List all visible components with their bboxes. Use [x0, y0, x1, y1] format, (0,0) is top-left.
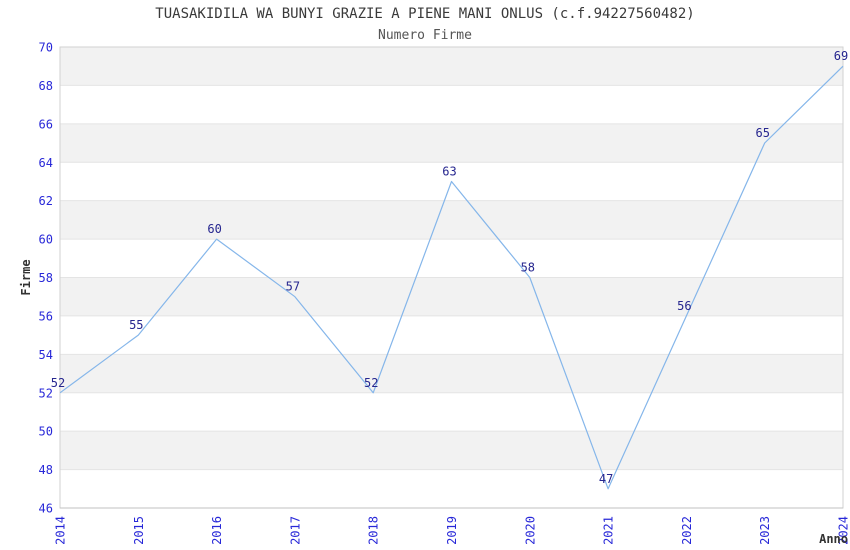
x-tick-label: 2017 [288, 516, 302, 545]
data-point-label: 52 [51, 376, 65, 390]
y-tick-label: 56 [39, 309, 53, 323]
data-point-label: 63 [442, 164, 456, 178]
x-tick-label: 2022 [680, 516, 694, 545]
plot-band [60, 277, 843, 316]
y-axis-label: Firme [19, 259, 33, 295]
x-tick-label: 2016 [210, 516, 224, 545]
x-axis-label: Anno [819, 532, 848, 546]
y-tick-label: 68 [39, 79, 53, 93]
y-tick-label: 48 [39, 463, 53, 477]
x-tick-label: 2018 [367, 516, 381, 545]
y-tick-label: 52 [39, 386, 53, 400]
data-point-label: 65 [755, 126, 769, 140]
x-tick-label: 2024 [837, 516, 850, 545]
y-tick-label: 64 [39, 156, 53, 170]
chart-subtitle: Numero Firme [378, 28, 472, 43]
x-tick-label: 2015 [132, 516, 146, 545]
chart-title: TUASAKIDILA WA BUNYI GRAZIE A PIENE MANI… [155, 6, 695, 22]
y-tick-label: 46 [39, 502, 53, 516]
data-point-label: 57 [286, 280, 300, 294]
y-tick-label: 54 [39, 348, 53, 362]
plot-band [60, 47, 843, 86]
x-tick-label: 2021 [602, 516, 616, 545]
data-point-label: 56 [677, 299, 691, 313]
y-tick-label: 50 [39, 425, 53, 439]
x-tick-label: 2014 [54, 516, 68, 545]
y-tick-label: 66 [39, 117, 53, 131]
x-tick-label: 2023 [758, 516, 772, 545]
plot-band [60, 123, 843, 163]
plot-band [60, 431, 843, 470]
x-tick-label: 2020 [523, 516, 537, 545]
data-line [59, 65, 844, 490]
data-point-label: 52 [364, 376, 378, 390]
plot-band [60, 200, 843, 240]
data-point-label: 60 [207, 222, 221, 236]
data-point-label: 47 [599, 472, 613, 486]
data-point-label: 58 [521, 261, 535, 275]
y-tick-label: 62 [39, 194, 53, 208]
x-tick-label: 2019 [445, 516, 459, 545]
y-tick-label: 70 [39, 41, 53, 55]
data-point-label: 69 [834, 49, 848, 63]
plot-band [60, 354, 843, 393]
y-tick-label: 60 [39, 233, 53, 247]
y-tick-label: 58 [39, 271, 53, 285]
data-point-label: 55 [129, 318, 143, 332]
